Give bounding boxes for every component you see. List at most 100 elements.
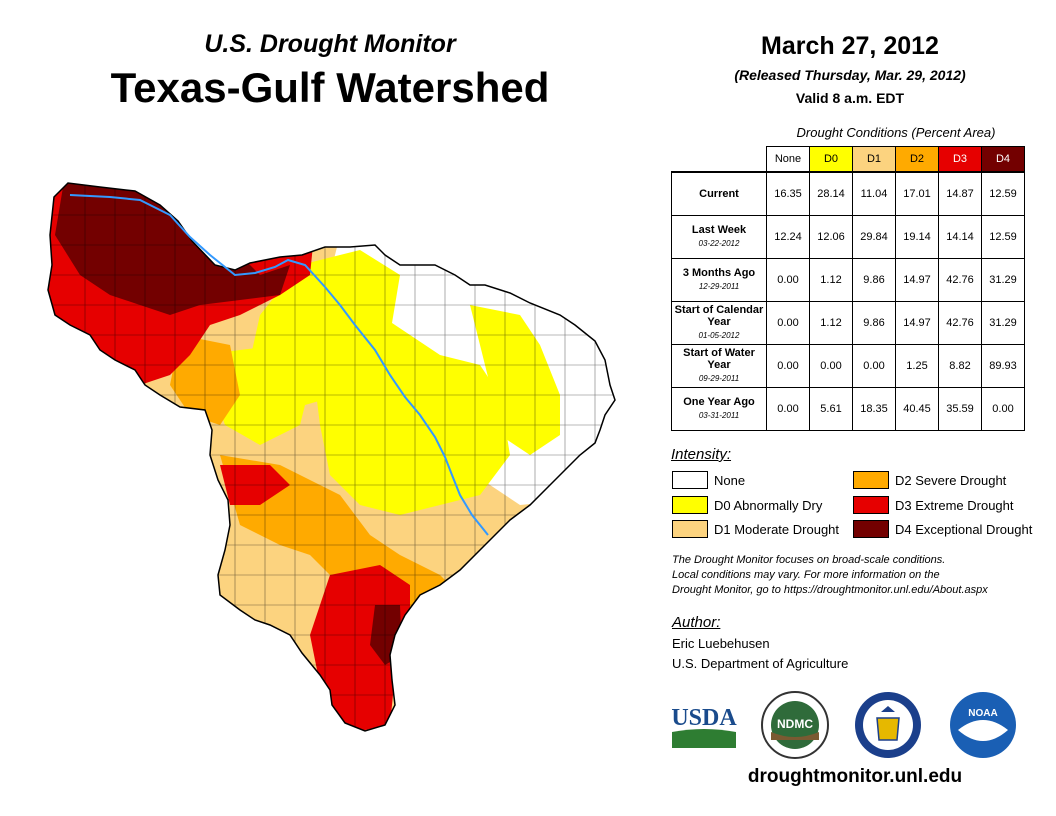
legend-swatch-d4	[853, 520, 889, 538]
row-label: 3 Months Ago 12-29-2011	[671, 258, 767, 302]
author-name: Eric Luebehusen	[672, 636, 770, 651]
cell: 9.86	[852, 258, 896, 302]
cell: 31.29	[981, 301, 1025, 345]
cell: 5.61	[809, 387, 853, 431]
cell: 28.14	[809, 171, 853, 216]
legend-label: D4 Exceptional Drought	[895, 521, 1033, 537]
cell: 35.59	[938, 387, 982, 431]
cell: 9.86	[852, 301, 896, 345]
watershed-boundary	[47, 182, 616, 732]
usda-logo: USDA	[671, 705, 737, 748]
valid-time: Valid 8 a.m. EDT	[795, 90, 905, 106]
map-title: Texas-Gulf Watershed	[110, 64, 550, 111]
cell: 14.97	[895, 301, 939, 345]
table-row: Start of Calendar Year 01-05-2012 0.00 1.…	[671, 301, 1025, 345]
cell: 0.00	[766, 344, 810, 388]
legend-swatch-d1	[672, 520, 708, 538]
cell: 0.00	[852, 344, 896, 388]
cell: 8.82	[938, 344, 982, 388]
cell: 0.00	[981, 387, 1025, 431]
website-url[interactable]: droughtmonitor.unl.edu	[747, 766, 963, 787]
cell: 29.84	[852, 215, 896, 259]
svg-text:NOAA: NOAA	[968, 708, 997, 719]
legend-item-d1: D1 Moderate Drought	[672, 520, 839, 538]
cell: 1.12	[809, 258, 853, 302]
disclaimer-note: The Drought Monitor focuses on broad-sca…	[672, 553, 1042, 598]
legend-item-none: None	[672, 471, 745, 489]
author-org: U.S. Department of Agriculture	[672, 656, 849, 671]
cell: 16.35	[766, 171, 810, 216]
row-label: Current	[671, 171, 767, 216]
legend-item-d3: D3 Extreme Drought	[853, 496, 1014, 514]
cell: 14.87	[938, 171, 982, 216]
cell: 12.59	[981, 215, 1025, 259]
cell: 40.45	[895, 387, 939, 431]
legend-title: Intensity:	[671, 446, 732, 463]
map-subtitle: U.S. Drought Monitor	[204, 30, 456, 58]
legend-item-d0: D0 Abnormally Dry	[672, 496, 822, 514]
cell: 14.97	[895, 258, 939, 302]
legend-label: D2 Severe Drought	[895, 472, 1007, 488]
cell: 12.59	[981, 171, 1025, 216]
legend-label: D1 Moderate Drought	[714, 521, 840, 537]
note-line: The Drought Monitor focuses on broad-sca…	[672, 554, 946, 566]
row-label: Start of Water Year 09-29-2011	[671, 344, 767, 388]
watershed-map	[47, 182, 616, 732]
cell: 42.76	[938, 258, 982, 302]
table-row: 3 Months Ago 12-29-2011 0.00 1.12 9.86 14…	[671, 258, 1025, 302]
table-caption: Drought Conditions (Percent Area)	[796, 125, 996, 140]
row-label: Start of Calendar Year 01-05-2012	[671, 301, 767, 345]
table-row: Current 16.35 28.14 11.04 17.01 14.87 12…	[671, 171, 1025, 216]
cell: 0.00	[766, 387, 810, 431]
cell: 17.01	[895, 171, 939, 216]
col-d3: D3	[938, 146, 982, 173]
cell: 18.35	[852, 387, 896, 431]
cell: 14.14	[938, 215, 982, 259]
col-d0: D0	[809, 146, 853, 173]
commerce-seal-icon	[855, 692, 921, 758]
note-line[interactable]: Drought Monitor, go to https://droughtmo…	[672, 584, 988, 596]
cell: 31.29	[981, 258, 1025, 302]
cell: 89.93	[981, 344, 1025, 388]
legend-swatch-d0	[672, 496, 708, 514]
cell: 12.06	[809, 215, 853, 259]
legend-item-d4: D4 Exceptional Drought	[853, 520, 1032, 538]
cell: 0.00	[809, 344, 853, 388]
legend-label: D0 Abnormally Dry	[714, 497, 823, 513]
col-none: None	[766, 146, 810, 173]
cell: 0.00	[766, 301, 810, 345]
cell: 0.00	[766, 258, 810, 302]
cell: 11.04	[852, 171, 896, 216]
cell: 1.25	[895, 344, 939, 388]
legend-label: D3 Extreme Drought	[895, 497, 1014, 513]
col-d2: D2	[895, 146, 939, 173]
map-date: March 27, 2012	[761, 32, 939, 60]
table-row: One Year Ago 03-31-2011 0.00 5.61 18.35 4…	[671, 387, 1025, 431]
release-date: (Released Thursday, Mar. 29, 2012)	[734, 67, 966, 83]
row-label: One Year Ago 03-31-2011	[671, 387, 767, 431]
noaa-logo: NOAA	[950, 692, 1016, 758]
legend-label: None	[714, 472, 746, 488]
header-blank	[672, 147, 767, 173]
row-label: Last Week 03-22-2012	[671, 215, 767, 259]
legend-item-d2: D2 Severe Drought	[853, 471, 1006, 489]
river-line	[69, 194, 489, 536]
col-d4: D4	[981, 146, 1025, 173]
author-heading: Author:	[672, 614, 721, 631]
legend-swatch-d3	[853, 496, 889, 514]
col-d1: D1	[852, 146, 896, 173]
drought-conditions-table: None D0 D1 D2 D3 D4 Current 16.35 28.14 …	[671, 146, 1025, 431]
svg-text:NDMC: NDMC	[777, 717, 813, 731]
cell: 42.76	[938, 301, 982, 345]
note-line: Local conditions may vary. For more info…	[672, 569, 940, 581]
legend-swatch-d2	[853, 471, 889, 489]
table-header-row: None D0 D1 D2 D3 D4	[672, 146, 1025, 173]
cell: 1.12	[809, 301, 853, 345]
cell: 12.24	[766, 215, 810, 259]
legend-swatch-none	[672, 471, 708, 489]
d0-area-northeast	[470, 305, 560, 455]
svg-text:USDA: USDA	[671, 705, 737, 731]
table-row: Start of Water Year 09-29-2011 0.00 0.00 …	[671, 344, 1025, 388]
table-row: Last Week 03-22-2012 12.24 12.06 29.84 19…	[671, 215, 1025, 259]
ndmc-logo: NDMC	[761, 691, 829, 759]
